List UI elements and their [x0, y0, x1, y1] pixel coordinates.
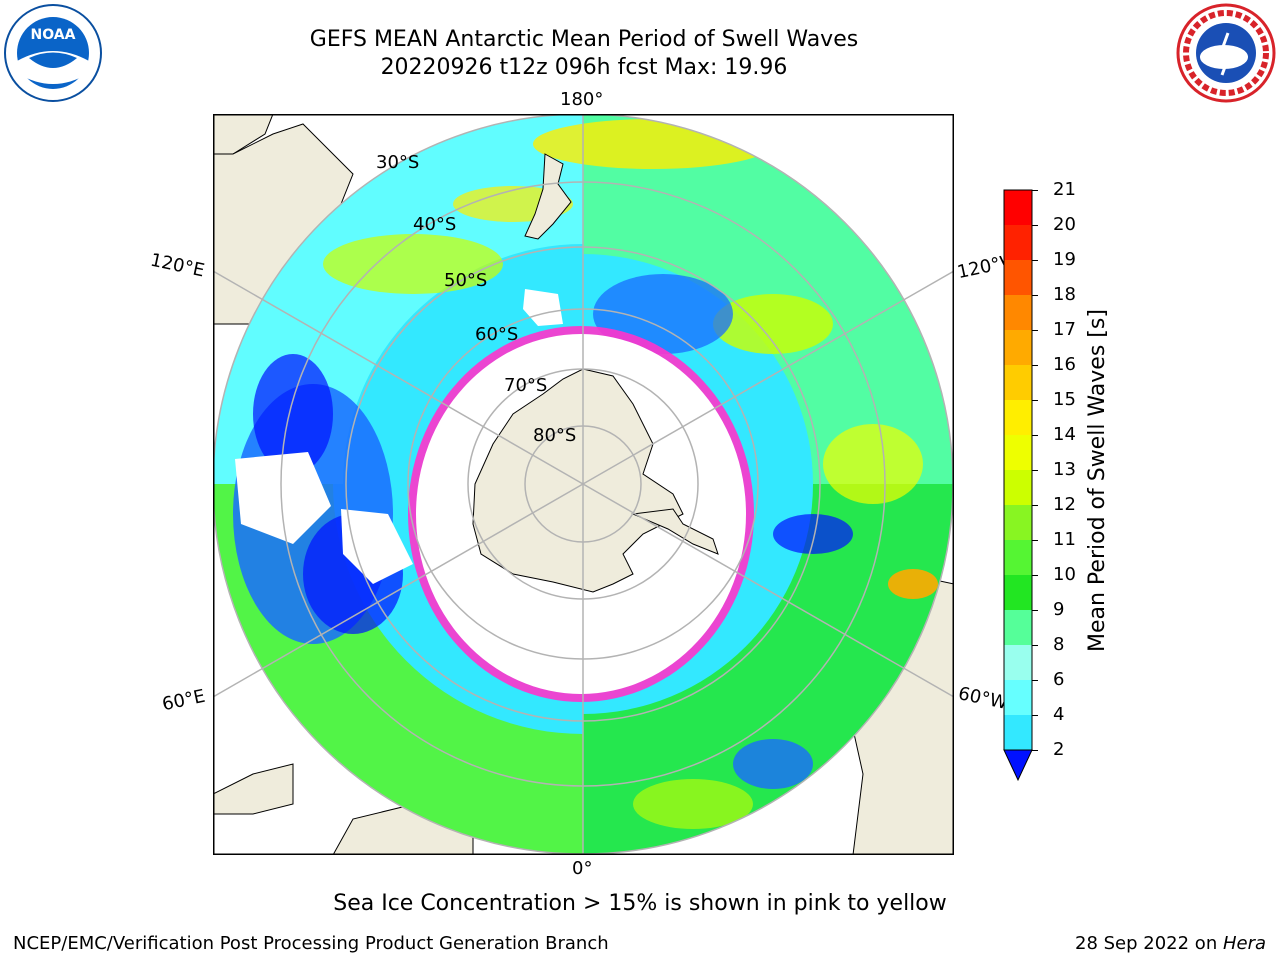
colorbar-tick-label: 13 — [1053, 459, 1076, 480]
lat-label-40s: 40°S — [413, 214, 457, 235]
colorbar-tick-label: 18 — [1053, 284, 1076, 305]
noaa-logo: NOAA — [3, 3, 103, 103]
footer-date-text: 28 Sep 2022 on — [1075, 933, 1223, 954]
svg-text:NOAA: NOAA — [31, 27, 76, 43]
colorbar-tick-label: 12 — [1053, 494, 1076, 515]
colorbar-bin — [1004, 190, 1032, 226]
colorbar-bin — [1004, 260, 1032, 296]
colorbar-bin — [1004, 470, 1032, 506]
antarctic-peninsula-land — [631, 508, 719, 555]
colorbar-tick-label: 2 — [1053, 739, 1065, 760]
colorbar-tick-label: 20 — [1053, 214, 1076, 235]
madagascar-land — [213, 763, 294, 815]
colorbar-tick-mark — [1032, 190, 1038, 191]
colorbar-bin — [1004, 505, 1032, 541]
colorbar-tick-label: 10 — [1053, 564, 1076, 585]
colorbar-bin — [1004, 400, 1032, 436]
colorbar-bin — [1004, 680, 1032, 716]
lon-label-60e: 60°E — [160, 685, 207, 716]
colorbar-tick-label: 19 — [1053, 249, 1076, 270]
colorbar-tick-label: 4 — [1053, 704, 1065, 725]
colorbar-tick-mark — [1032, 715, 1038, 716]
nws-logo — [1176, 3, 1276, 103]
lat-label-30s: 30°S — [376, 152, 420, 173]
lat-label-50s: 50°S — [444, 270, 488, 291]
colorbar-bin — [1004, 330, 1032, 366]
colorbar-tick-mark — [1032, 400, 1038, 401]
map-frame — [213, 114, 954, 855]
colorbar-tick-label: 21 — [1053, 179, 1076, 200]
colorbar-tick-label: 6 — [1053, 669, 1065, 690]
colorbar-tick-label: 11 — [1053, 529, 1076, 550]
chart-title-line2: 20220926 t12z 096h fcst Max: 19.96 — [380, 55, 788, 80]
colorbar-tick-mark — [1032, 330, 1038, 331]
sea-ice-note: Sea Ice Concentration > 15% is shown in … — [333, 891, 947, 916]
lat-label-80s: 80°S — [533, 425, 577, 446]
colorbar-tick-mark — [1032, 575, 1038, 576]
colorbar-tick-mark — [1032, 225, 1038, 226]
colorbar-bin — [1004, 610, 1032, 646]
colorbar-tick-mark — [1032, 470, 1038, 471]
colorbar-tick-label: 8 — [1053, 634, 1065, 655]
colorbar-tick-mark — [1032, 365, 1038, 366]
polar-map — [212, 113, 955, 855]
colorbar-extend-triangle — [1003, 749, 1033, 782]
lon-label-180: 180° — [560, 89, 604, 110]
footer-credit: NCEP/EMC/Verification Post Processing Pr… — [13, 933, 609, 954]
map-panel — [212, 113, 955, 855]
land-patch — [213, 114, 274, 165]
colorbar-bin — [1004, 435, 1032, 471]
colorbar-tick-mark — [1032, 295, 1038, 296]
lat-label-60s: 60°S — [475, 324, 519, 345]
colorbar — [1000, 185, 1040, 785]
colorbar-ticks: 2 4 6 8 9 10 11 12 13 14 15 16 17 18 19 20 21 — [1032, 0, 1103, 960]
colorbar-tick-mark — [1032, 435, 1038, 436]
colorbar-tick-label: 17 — [1053, 319, 1076, 340]
colorbar-bin — [1004, 575, 1032, 611]
colorbar-svg — [1003, 189, 1033, 782]
colorbar-bin — [1004, 715, 1032, 751]
colorbar-tick-label: 14 — [1053, 424, 1076, 445]
colorbar-bin — [1004, 365, 1032, 401]
colorbar-tick-mark — [1032, 260, 1038, 261]
colorbar-tick-mark — [1032, 750, 1038, 751]
lon-label-120e: 120°E — [148, 249, 207, 282]
lat-label-70s: 70°S — [504, 375, 548, 396]
footer-date: 28 Sep 2022 on Hera — [1075, 933, 1266, 954]
colorbar-tick-mark — [1032, 645, 1038, 646]
colorbar-bin — [1004, 225, 1032, 261]
colorbar-bin — [1004, 295, 1032, 331]
colorbar-tick-label: 9 — [1053, 599, 1065, 620]
colorbar-tick-mark — [1032, 680, 1038, 681]
colorbar-tick-mark — [1032, 610, 1038, 611]
colorbar-bin — [1004, 645, 1032, 681]
colorbar-tick-label: 16 — [1053, 354, 1076, 375]
lon-label-0: 0° — [572, 858, 593, 879]
new-zealand-land — [524, 153, 572, 240]
colorbar-tick-label: 15 — [1053, 389, 1076, 410]
chart-title-line1: GEFS MEAN Antarctic Mean Period of Swell… — [309, 27, 859, 52]
colorbar-tick-mark — [1032, 505, 1038, 506]
colorbar-bin — [1004, 540, 1032, 576]
footer-host: Hera — [1222, 933, 1266, 954]
colorbar-label: Mean Period of Swell Waves [s] — [1085, 309, 1110, 652]
colorbar-tick-mark — [1032, 540, 1038, 541]
